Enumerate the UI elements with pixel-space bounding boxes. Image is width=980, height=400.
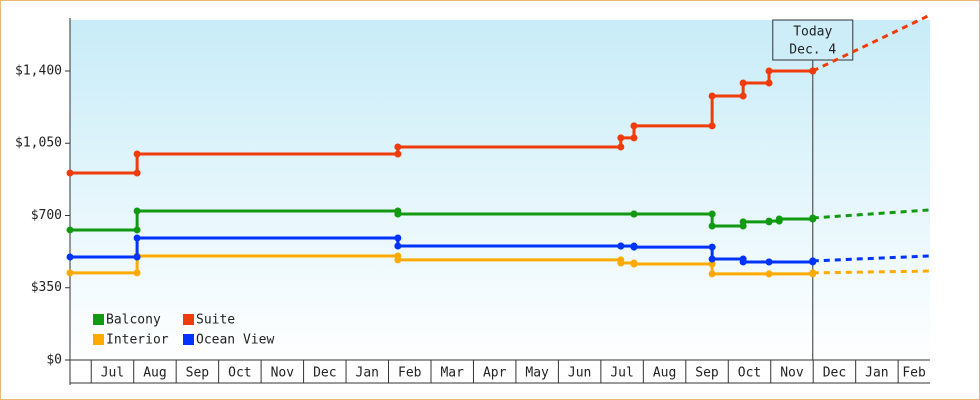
marker (394, 143, 402, 151)
marker (708, 270, 716, 278)
x-tick-label: Nov (271, 366, 295, 381)
marker (394, 256, 402, 264)
x-tick-label: Apr (483, 366, 507, 381)
marker (133, 234, 141, 242)
x-tick-label: Nov (780, 366, 804, 381)
legend-label: Ocean View (196, 333, 274, 348)
x-tick-label: Oct (228, 366, 251, 381)
marker (617, 242, 625, 250)
marker (630, 210, 638, 218)
marker (617, 143, 625, 151)
marker (66, 169, 74, 177)
marker (133, 226, 141, 234)
marker (708, 122, 716, 130)
x-tick-label: Dec (313, 366, 336, 381)
legend-label: Balcony (106, 313, 161, 328)
marker (630, 260, 638, 268)
x-tick-label: Sep (186, 366, 210, 381)
y-tick-label: $1,050 (15, 136, 62, 151)
marker (133, 269, 141, 277)
legend-label: Interior (106, 333, 169, 348)
marker (394, 210, 402, 218)
marker (765, 79, 773, 87)
marker (775, 215, 783, 223)
x-tick-label: Jun (568, 366, 591, 381)
today-label: Today (793, 25, 832, 40)
x-tick-label: Oct (738, 366, 761, 381)
x-tick-label: Jul (101, 366, 124, 381)
legend-label: Suite (196, 313, 235, 328)
projection-line (812, 254, 931, 263)
marker (739, 79, 747, 87)
y-tick-label: $0 (46, 353, 62, 368)
x-tick-label: Jan (356, 366, 379, 381)
marker (739, 92, 747, 100)
x-tick-label: Jan (865, 366, 888, 381)
marker (765, 67, 773, 75)
marker (133, 169, 141, 177)
marker (66, 253, 74, 261)
x-tick-label: Jul (610, 366, 633, 381)
marker (630, 243, 638, 251)
legend-swatch (183, 334, 194, 345)
legend-swatch (93, 314, 104, 325)
x-tick-label: Feb (902, 366, 926, 381)
marker (708, 260, 716, 268)
marker (739, 218, 747, 226)
y-tick-label: $700 (31, 208, 62, 223)
marker (708, 92, 716, 100)
projection-line (812, 208, 931, 220)
marker (630, 122, 638, 130)
x-tick-label: Feb (398, 366, 422, 381)
marker (630, 134, 638, 142)
marker (708, 255, 716, 263)
today-box (772, 19, 854, 61)
marker (708, 222, 716, 230)
marker (765, 258, 773, 266)
x-tick-label: Mar (440, 366, 464, 381)
marker (765, 270, 773, 278)
marker (133, 207, 141, 215)
marker (133, 253, 141, 261)
marker (765, 217, 773, 225)
marker (708, 243, 716, 251)
y-tick-label: $350 (31, 280, 62, 295)
marker (66, 269, 74, 277)
x-tick-label: Aug (653, 366, 676, 381)
x-tick-label: Sep (695, 366, 719, 381)
marker (617, 259, 625, 267)
projection-line (812, 269, 931, 275)
marker (708, 210, 716, 218)
x-tick-label: Dec (823, 366, 846, 381)
legend-swatch (93, 334, 104, 345)
marker (739, 258, 747, 266)
marker (394, 242, 402, 250)
marker (394, 150, 402, 158)
legend-swatch (183, 314, 194, 325)
today-label: Dec. 4 (789, 43, 836, 58)
marker (66, 226, 74, 234)
marker (394, 234, 402, 242)
plot-area (70, 20, 930, 360)
y-tick-label: $1,400 (15, 63, 62, 78)
marker (617, 134, 625, 142)
x-tick-label: Aug (143, 366, 166, 381)
marker (133, 150, 141, 158)
x-tick-label: May (525, 366, 549, 381)
